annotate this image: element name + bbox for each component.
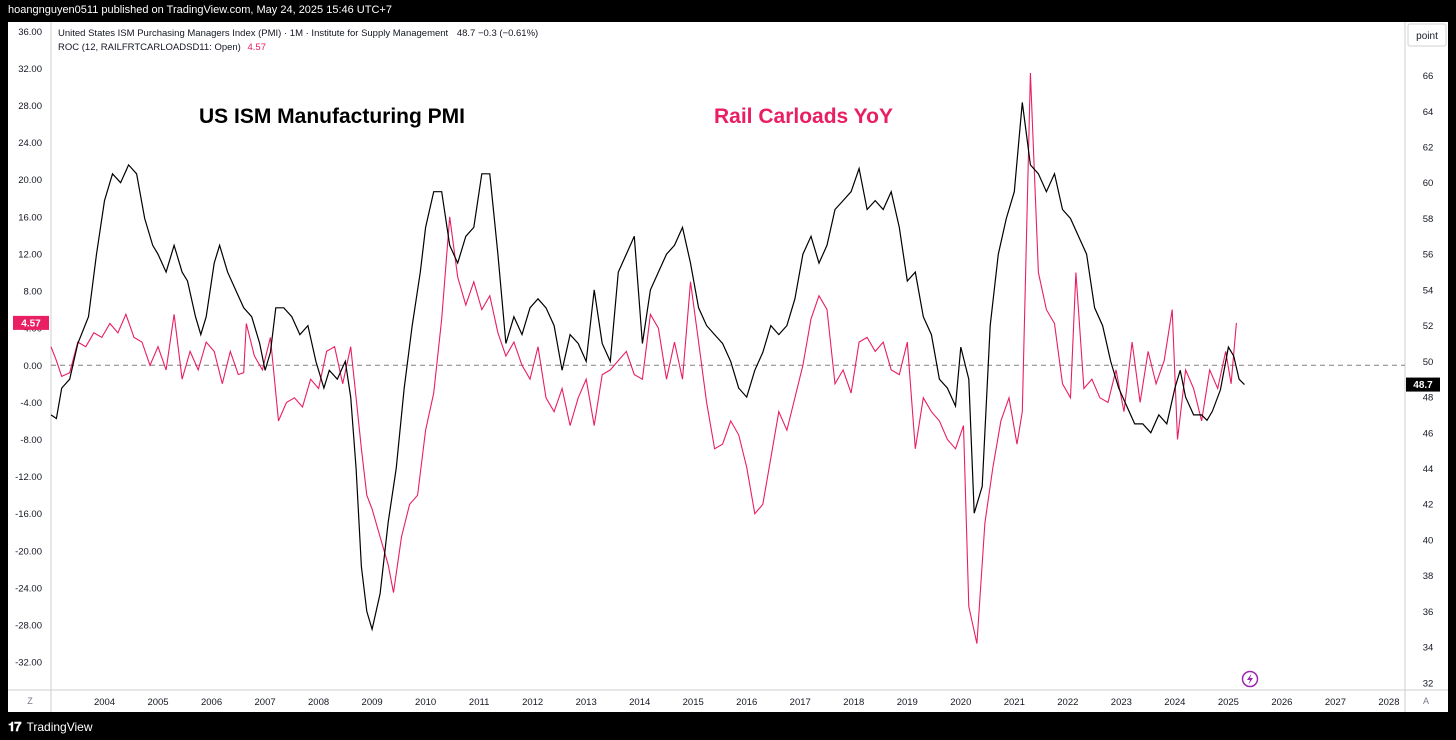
time-axis-tick-label: 2015 xyxy=(683,697,704,708)
right-axis-tick-label: 54 xyxy=(1423,285,1434,296)
time-axis-tick-label: 2019 xyxy=(897,697,918,708)
time-axis-tick-label: 2022 xyxy=(1057,697,1078,708)
right-axis-tick-label: 50 xyxy=(1423,357,1434,368)
right-axis-tick-label: 34 xyxy=(1423,643,1434,654)
annotation-rail-title: Rail Carloads YoY xyxy=(714,105,893,128)
time-axis-tick-label: 2012 xyxy=(522,697,543,708)
legend-line-2: ROC (12, RAILFRTCARLOADSD11: Open) 4.57 xyxy=(58,42,266,53)
time-axis-tick-label: 2026 xyxy=(1271,697,1292,708)
chart-frame: 36.00 32.00 28.00 24.00 20.00 16.00 12.00 8.00 4… xyxy=(8,22,1448,712)
right-axis[interactable]: 66 64 62 60 58 56 54 52 50 48 46 44 42 40 38 36 34 32 xyxy=(1423,71,1434,689)
right-axis-tick-label: 60 xyxy=(1423,178,1434,189)
time-axis-tick-label: 2011 xyxy=(469,697,489,708)
left-axis-tick-label: -8.00 xyxy=(20,435,42,446)
time-axis-tick-label: 2010 xyxy=(415,697,436,708)
header-bar: hoangnguyen0511 published on TradingView… xyxy=(0,0,1456,22)
auto-scale-toggle[interactable]: A xyxy=(1423,696,1429,706)
left-axis-tick-label: -24.00 xyxy=(15,583,42,594)
left-axis-tick-label: -4.00 xyxy=(20,398,42,409)
time-axis-tick-label: 2006 xyxy=(201,697,222,708)
time-axis-tick-label: 2005 xyxy=(147,697,168,708)
time-axis-tick-label: 2004 xyxy=(94,697,115,708)
right-axis-tick-label: 42 xyxy=(1423,500,1434,511)
time-axis-tick-label: 2023 xyxy=(1111,697,1132,708)
legend-roc-name: ROC (12, RAILFRTCARLOADSD11: Open) xyxy=(58,42,241,53)
time-axis-tick-label: 2008 xyxy=(308,697,329,708)
chart-canvas[interactable]: 36.00 32.00 28.00 24.00 20.00 16.00 12.00 8.00 4… xyxy=(8,22,1448,712)
right-axis-tick-label: 36 xyxy=(1423,607,1434,618)
left-axis-tick-label: 0.00 xyxy=(24,361,43,372)
right-axis-tick-label: 58 xyxy=(1423,214,1434,225)
left-axis-tick-label: 16.00 xyxy=(18,212,42,223)
last-value-pmi-text: 48.7 xyxy=(1413,380,1433,391)
tradingview-logo-icon: 𝟏𝟕 xyxy=(8,719,22,734)
lightning-icon[interactable] xyxy=(1241,670,1259,688)
left-axis-tick-label: 24.00 xyxy=(18,138,42,149)
time-axis-tick-label: 2007 xyxy=(255,697,276,708)
last-value-badge-pmi: 48.7 xyxy=(1406,377,1440,392)
time-axis-tick-label: 2017 xyxy=(790,697,811,708)
time-axis-tick-label: 2014 xyxy=(629,697,650,708)
time-axis-tick-label: 2013 xyxy=(576,697,597,708)
tradingview-brand: TradingView xyxy=(26,720,93,734)
legend-line-1: United States ISM Purchasing Managers In… xyxy=(58,28,538,39)
time-axis-tick-label: 2020 xyxy=(950,697,971,708)
right-axis-tick-label: 48 xyxy=(1423,393,1434,404)
legend-pmi-name: United States ISM Purchasing Managers In… xyxy=(58,28,449,39)
right-axis-tick-label: 44 xyxy=(1423,464,1434,475)
time-axis-tick-label: 2016 xyxy=(736,697,757,708)
left-axis-tick-label: -20.00 xyxy=(15,546,42,557)
log-scale-toggle[interactable]: Z xyxy=(27,696,33,706)
pmi-series-line xyxy=(50,102,1245,632)
right-axis-tick-label: 62 xyxy=(1423,143,1434,154)
footer-bar: 𝟏𝟕 TradingView xyxy=(0,712,1456,740)
left-axis-tick-label: 12.00 xyxy=(18,249,42,260)
right-axis-tick-label: 38 xyxy=(1423,571,1434,582)
time-axis-tick-label: 2027 xyxy=(1325,697,1346,708)
left-axis-tick-label: 32.00 xyxy=(18,64,42,75)
rail-carloads-series-line xyxy=(50,72,1237,644)
tradingview-logo[interactable]: 𝟏𝟕 TradingView xyxy=(8,719,93,735)
time-axis-tick-label: 2028 xyxy=(1378,697,1399,708)
left-axis-tick-label: -12.00 xyxy=(15,472,42,483)
time-axis-tick-label: 2021 xyxy=(1004,697,1025,708)
right-axis-tick-label: 56 xyxy=(1423,250,1434,261)
unit-label: point xyxy=(1416,31,1438,42)
unit-label-box[interactable] xyxy=(1407,23,1447,47)
last-value-rail-text: 4.57 xyxy=(21,318,41,329)
time-axis[interactable]: 2004 2005 2006 2007 2008 2009 2010 2011 2012 2013… xyxy=(94,697,1400,708)
legend-roc-value: 4.57 xyxy=(247,42,266,53)
legend-pmi-values: 48.7 −0.3 (−0.61%) xyxy=(457,28,538,39)
left-axis[interactable]: 36.00 32.00 28.00 24.00 20.00 16.00 12.00 8.00 4… xyxy=(15,27,42,669)
left-axis-tick-label: -32.00 xyxy=(15,658,42,669)
right-axis-tick-label: 32 xyxy=(1423,678,1434,689)
right-axis-tick-label: 64 xyxy=(1423,107,1434,118)
left-axis-tick-label: 28.00 xyxy=(18,101,42,112)
left-axis-tick-label: 20.00 xyxy=(18,175,42,186)
right-axis-tick-label: 46 xyxy=(1423,428,1434,439)
publisher-info: hoangnguyen0511 published on TradingView… xyxy=(8,4,392,16)
right-axis-tick-label: 66 xyxy=(1423,71,1434,82)
time-axis-tick-label: 2018 xyxy=(843,697,864,708)
right-axis-tick-label: 52 xyxy=(1423,321,1434,332)
left-axis-tick-label: 8.00 xyxy=(24,287,43,298)
left-axis-tick-label: 36.00 xyxy=(18,27,42,38)
left-axis-tick-label: -16.00 xyxy=(15,509,42,520)
time-axis-tick-label: 2025 xyxy=(1218,697,1239,708)
time-axis-tick-label: 2009 xyxy=(362,697,383,708)
time-axis-tick-label: 2024 xyxy=(1164,697,1185,708)
right-axis-tick-label: 40 xyxy=(1423,535,1434,546)
left-axis-tick-label: -28.00 xyxy=(15,621,42,632)
annotation-pmi-title: US ISM Manufacturing PMI xyxy=(199,105,465,128)
last-value-badge-rail: 4.57 xyxy=(13,315,49,330)
